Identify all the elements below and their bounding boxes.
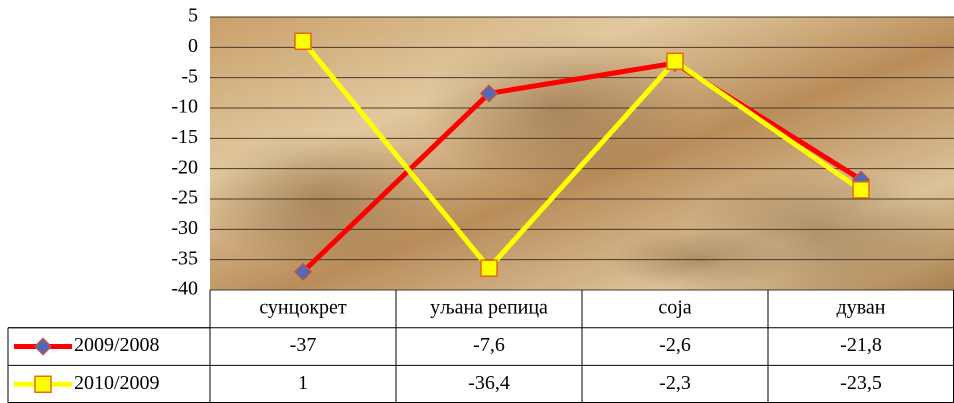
table-value: -36,4 [468, 372, 510, 394]
plot-background [200, 17, 954, 290]
data-table: сунцокрет уљана репица соја дуван 2009/2008 -… [8, 290, 954, 403]
y-tick-label: -40 [171, 278, 198, 300]
category-label: соја [658, 296, 691, 318]
table-value: -23,5 [840, 372, 882, 394]
category-label: уљана репица [430, 296, 548, 318]
category-label: сунцокрет [259, 296, 347, 318]
table-value: -21,8 [840, 334, 882, 356]
table-value: -2,3 [659, 372, 691, 394]
y-tick-label: 5 [188, 5, 198, 27]
marker [481, 260, 497, 276]
table-value: -2,6 [659, 334, 691, 356]
y-tick-label: -35 [171, 247, 198, 269]
y-tick-label: -15 [171, 126, 198, 148]
y-tick-label: 0 [188, 35, 198, 57]
legend-label: 2009/2008 [74, 334, 160, 356]
y-tick-label: -20 [171, 156, 198, 178]
y-tick-label: -5 [181, 65, 198, 87]
legend-marker [35, 339, 51, 355]
table-value: -7,6 [473, 334, 505, 356]
marker [295, 33, 311, 49]
legend-label: 2010/2009 [74, 372, 160, 394]
table-value: 1 [298, 372, 308, 394]
marker [667, 53, 683, 69]
marker [853, 182, 869, 198]
y-tick-label: -25 [171, 187, 198, 209]
legend-marker [35, 376, 51, 392]
y-tick-label: -10 [171, 96, 198, 118]
chart: 5 0 -5 -10 -15 -20 -25 -30 -35 -40 сунцокрет уљана… [0, 0, 954, 403]
table-value: -37 [290, 334, 317, 356]
y-tick-label: -30 [171, 217, 198, 239]
category-label: дуван [837, 296, 886, 318]
